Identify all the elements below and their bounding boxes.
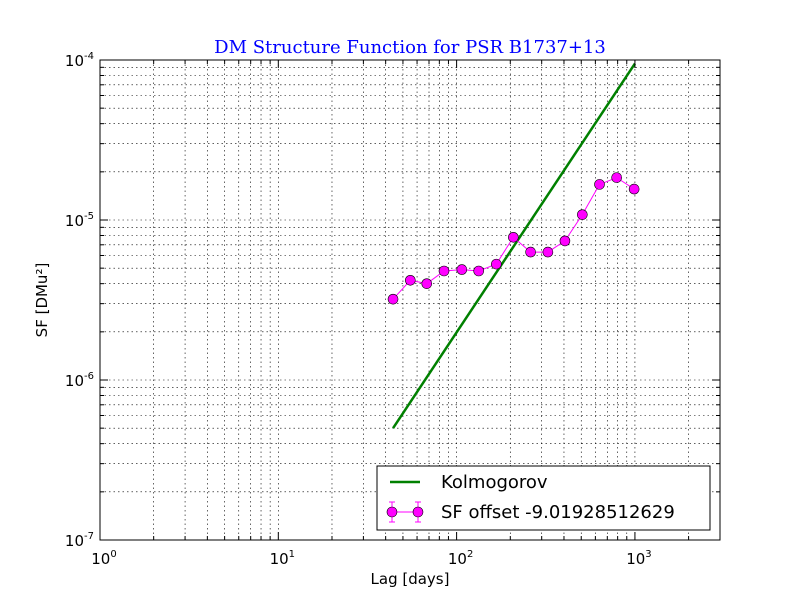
sf-data-point [491,258,502,270]
series-layer [387,62,640,429]
y-tick-label: 10-6 [65,371,94,390]
kolmogorov-line [391,62,636,429]
sf-data-point [577,209,588,220]
legend-box [376,465,711,531]
sf-data-point [559,235,571,247]
y-tick-label: 10-5 [65,211,94,230]
legend-sf-marker [412,506,424,518]
x-tick-label: 101 [270,549,295,568]
plot-frame [99,59,721,541]
sf-data-point [594,179,605,190]
y-axis-label: SF [DMu²] [33,263,51,338]
sf-data-point [405,274,416,286]
x-tick-label: 102 [448,549,473,568]
sf-data-point [628,183,640,195]
y-tick-label: 10-4 [65,51,94,70]
legend-kolmogorov-label: Kolmogorov [441,472,548,493]
y-tick-label: 10-7 [65,531,94,550]
x-tick-label: 100 [91,549,116,568]
ticks: 100 101 102 103 10-7 10-6 10-5 10-4 [65,51,721,568]
legend-sf-label: SF offset -9.01928512629 [441,502,675,523]
x-axis-label: Lag [days] [371,570,450,588]
sf-data-point [525,246,536,258]
sf-data-point [611,172,622,183]
sf-data-point [508,231,519,243]
x-tick-label: 103 [626,549,651,568]
sf-data-point [421,278,433,289]
sf-data-point [387,293,399,305]
sf-data-point [456,264,468,275]
legend-sf-swatch [386,501,424,523]
sf-data-point [438,265,450,277]
legend: Kolmogorov SF offset -9.01928512629 [376,465,711,531]
sf-data-point [473,265,485,277]
sf-data-point [542,246,554,258]
legend-sf-marker [386,506,398,518]
chart-title: DM Structure Function for PSR B1737+13 [214,37,606,58]
